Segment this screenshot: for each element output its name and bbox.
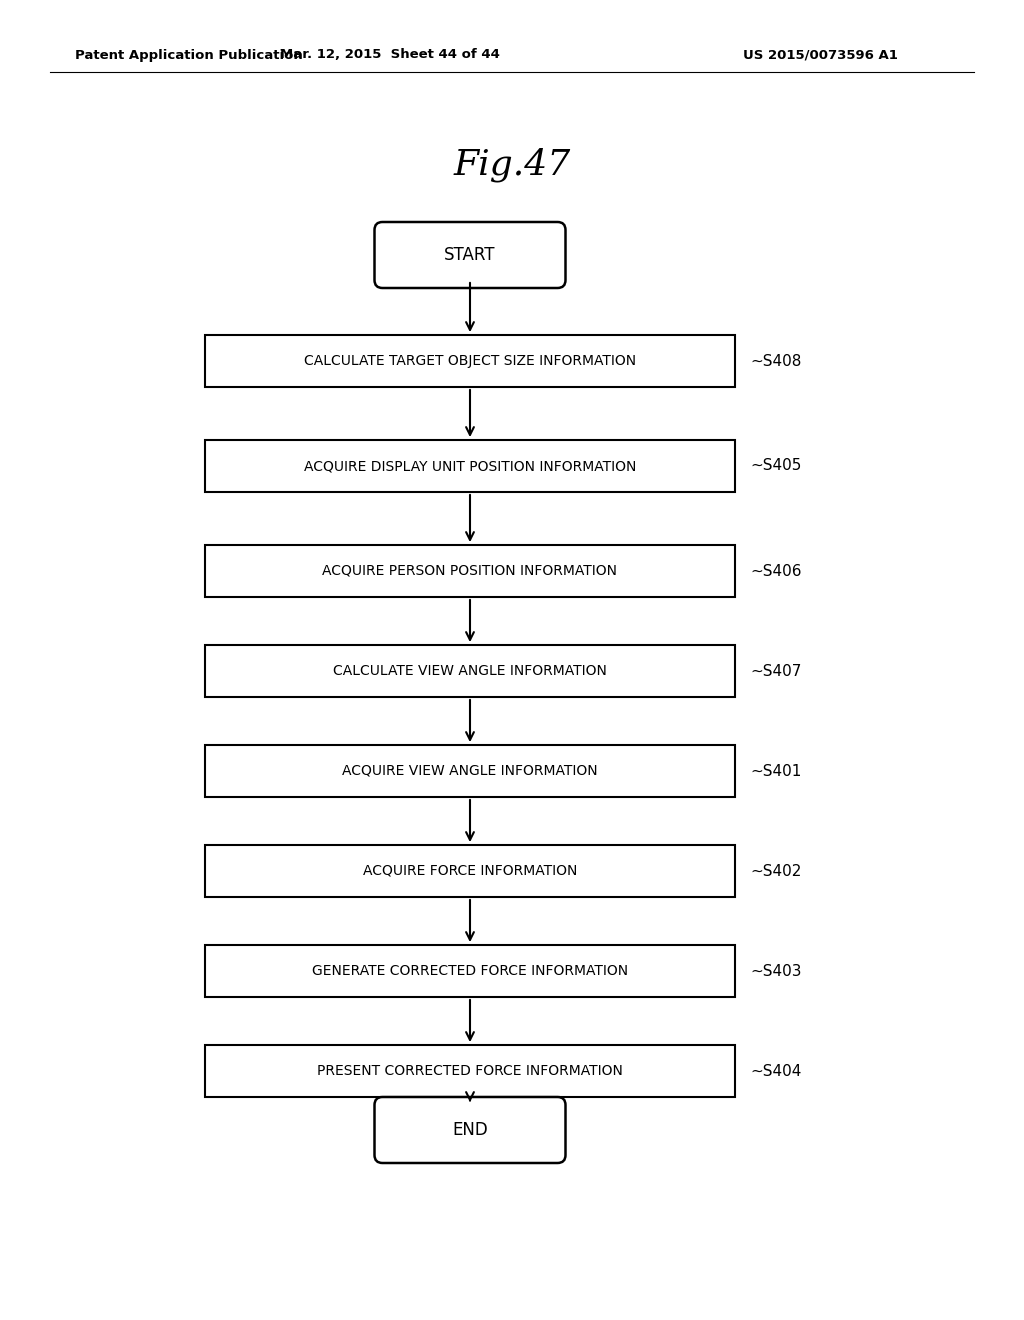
Bar: [205, 335, 735, 387]
Text: Mar. 12, 2015  Sheet 44 of 44: Mar. 12, 2015 Sheet 44 of 44: [280, 49, 500, 62]
Text: ∼S402: ∼S402: [750, 863, 802, 879]
Text: PRESENT CORRECTED FORCE INFORMATION: PRESENT CORRECTED FORCE INFORMATION: [317, 1064, 623, 1078]
Text: ACQUIRE PERSON POSITION INFORMATION: ACQUIRE PERSON POSITION INFORMATION: [323, 564, 617, 578]
Text: CALCULATE TARGET OBJECT SIZE INFORMATION: CALCULATE TARGET OBJECT SIZE INFORMATION: [304, 354, 636, 368]
Bar: [205, 945, 735, 997]
Text: ACQUIRE DISPLAY UNIT POSITION INFORMATION: ACQUIRE DISPLAY UNIT POSITION INFORMATIO…: [304, 459, 636, 473]
Text: ∼S406: ∼S406: [750, 564, 802, 578]
Bar: [205, 545, 735, 597]
Text: ∼S403: ∼S403: [750, 964, 802, 978]
Text: Fig.47: Fig.47: [454, 148, 570, 182]
Text: CALCULATE VIEW ANGLE INFORMATION: CALCULATE VIEW ANGLE INFORMATION: [333, 664, 607, 678]
Bar: [205, 645, 735, 697]
Bar: [205, 440, 735, 492]
Bar: [205, 744, 735, 797]
Text: END: END: [453, 1121, 487, 1139]
Bar: [205, 845, 735, 898]
Text: GENERATE CORRECTED FORCE INFORMATION: GENERATE CORRECTED FORCE INFORMATION: [312, 964, 628, 978]
Text: ∼S401: ∼S401: [750, 763, 802, 779]
FancyBboxPatch shape: [375, 222, 565, 288]
Text: START: START: [444, 246, 496, 264]
Text: US 2015/0073596 A1: US 2015/0073596 A1: [742, 49, 897, 62]
Text: ACQUIRE VIEW ANGLE INFORMATION: ACQUIRE VIEW ANGLE INFORMATION: [342, 764, 598, 777]
Bar: [205, 1045, 735, 1097]
Text: ∼S408: ∼S408: [750, 354, 802, 368]
Text: ∼S405: ∼S405: [750, 458, 802, 474]
Text: ∼S407: ∼S407: [750, 664, 802, 678]
FancyBboxPatch shape: [375, 1097, 565, 1163]
Text: ACQUIRE FORCE INFORMATION: ACQUIRE FORCE INFORMATION: [362, 865, 578, 878]
Text: Patent Application Publication: Patent Application Publication: [75, 49, 303, 62]
Text: ∼S404: ∼S404: [750, 1064, 802, 1078]
